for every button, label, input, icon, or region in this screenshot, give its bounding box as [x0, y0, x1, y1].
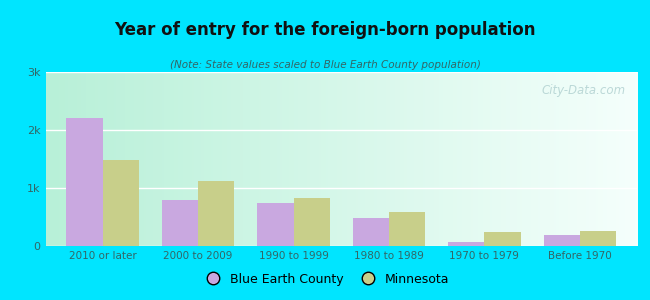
Bar	[66, 118, 103, 246]
Bar	[448, 242, 484, 246]
Bar	[294, 198, 330, 246]
Bar	[484, 232, 521, 246]
Bar	[103, 160, 139, 246]
Text: City-Data.com: City-Data.com	[541, 84, 625, 97]
Text: (Note: State values scaled to Blue Earth County population): (Note: State values scaled to Blue Earth…	[170, 60, 480, 70]
Bar	[543, 235, 580, 246]
Bar	[198, 181, 235, 246]
Bar	[162, 200, 198, 246]
Bar	[580, 231, 616, 246]
Bar	[353, 218, 389, 246]
Bar	[389, 212, 425, 246]
Text: Year of entry for the foreign-born population: Year of entry for the foreign-born popul…	[114, 21, 536, 39]
Bar	[257, 202, 294, 246]
Legend: Blue Earth County, Minnesota: Blue Earth County, Minnesota	[196, 268, 454, 291]
